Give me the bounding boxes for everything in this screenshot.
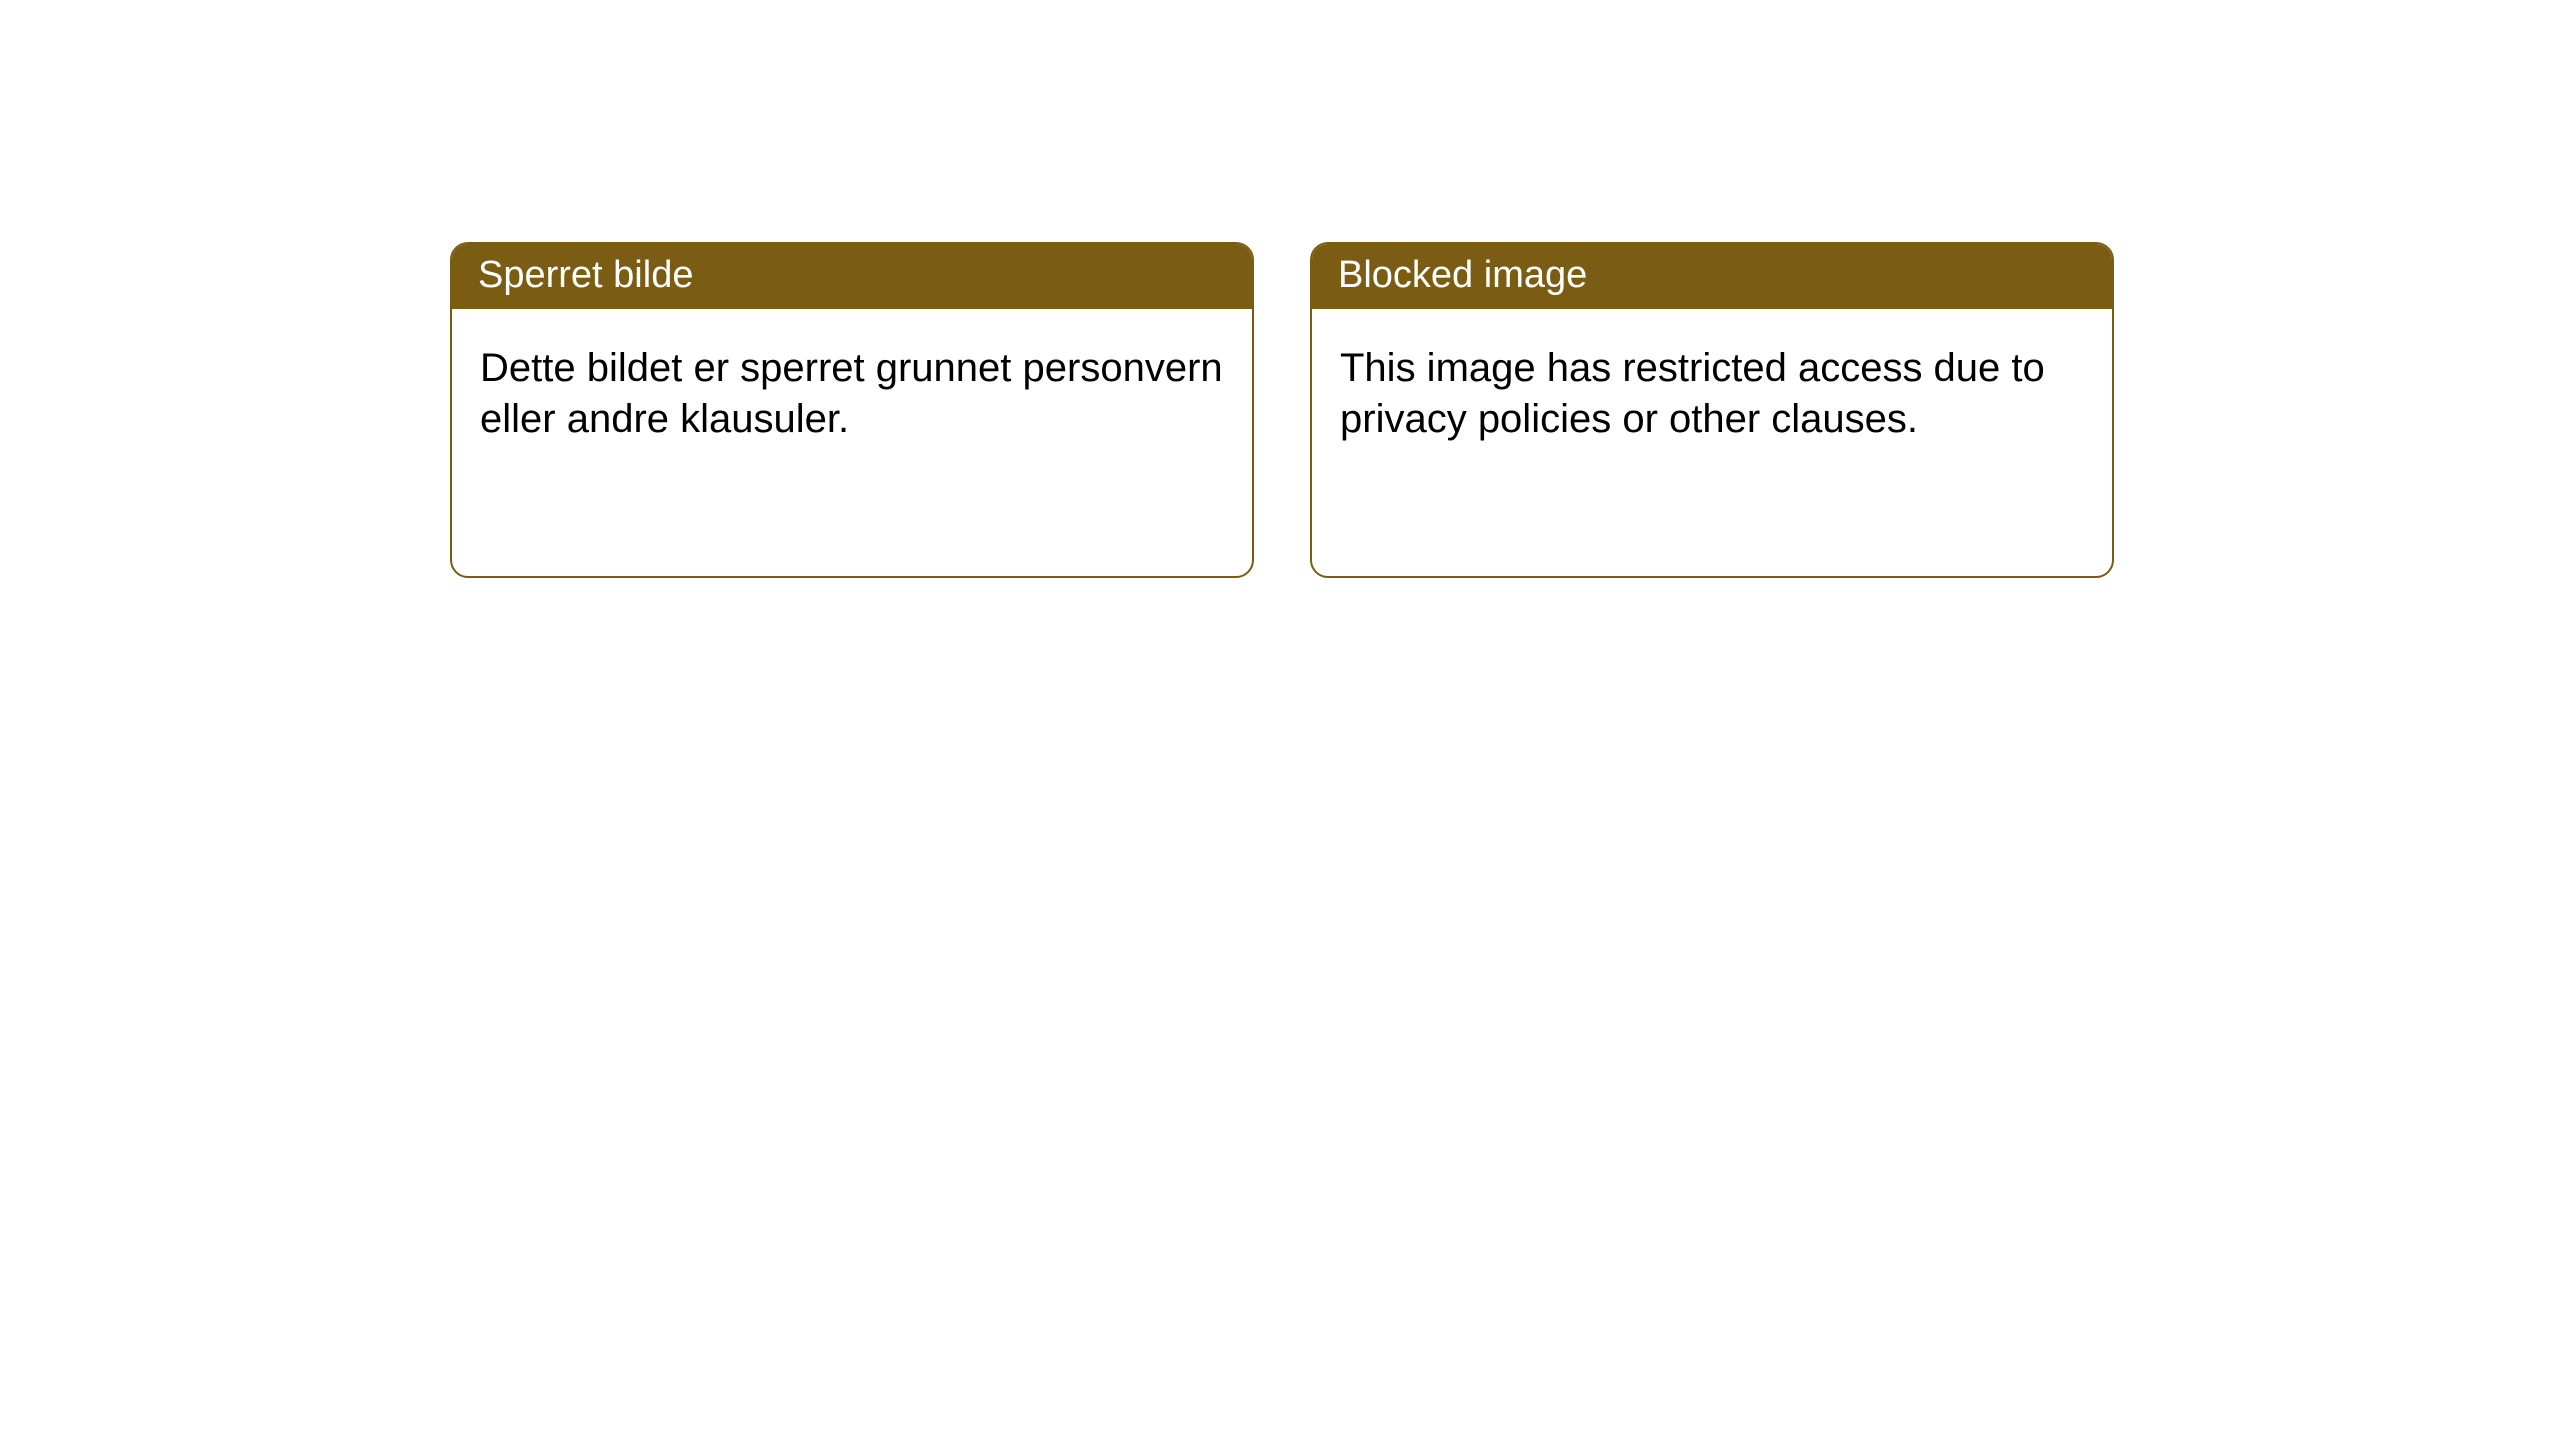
card-title-en: Blocked image bbox=[1312, 244, 2112, 309]
card-body-no: Dette bildet er sperret grunnet personve… bbox=[452, 309, 1252, 473]
blocked-image-card-en: Blocked image This image has restricted … bbox=[1310, 242, 2114, 578]
card-title-no: Sperret bilde bbox=[452, 244, 1252, 309]
blocked-image-card-no: Sperret bilde Dette bildet er sperret gr… bbox=[450, 242, 1254, 578]
card-container: Sperret bilde Dette bildet er sperret gr… bbox=[0, 0, 2560, 578]
card-body-en: This image has restricted access due to … bbox=[1312, 309, 2112, 473]
